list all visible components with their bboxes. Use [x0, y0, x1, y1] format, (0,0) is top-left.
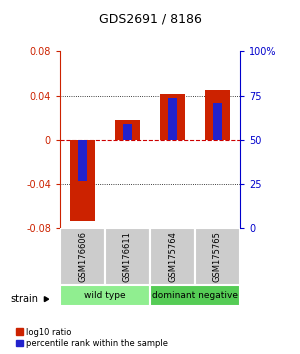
- Text: GSM176611: GSM176611: [123, 231, 132, 282]
- Bar: [60, 228, 105, 285]
- Bar: [214, 103, 221, 140]
- Text: strain: strain: [11, 294, 38, 304]
- Bar: [195, 228, 240, 285]
- Bar: [105, 228, 150, 285]
- Bar: [124, 124, 131, 140]
- Text: GSM175765: GSM175765: [213, 231, 222, 282]
- Text: GSM176606: GSM176606: [78, 231, 87, 282]
- Legend: log10 ratio, percentile rank within the sample: log10 ratio, percentile rank within the …: [16, 327, 168, 348]
- Bar: [79, 140, 87, 181]
- Bar: [150, 285, 240, 306]
- Bar: [169, 98, 176, 140]
- Bar: [60, 285, 150, 306]
- Text: GDS2691 / 8186: GDS2691 / 8186: [99, 12, 201, 25]
- Polygon shape: [44, 297, 49, 302]
- Text: GSM175764: GSM175764: [168, 231, 177, 282]
- Bar: [115, 120, 140, 140]
- Bar: [205, 90, 230, 140]
- Text: dominant negative: dominant negative: [152, 291, 238, 300]
- Bar: [160, 95, 185, 140]
- Bar: [70, 140, 95, 221]
- Bar: [150, 228, 195, 285]
- Text: wild type: wild type: [84, 291, 126, 300]
